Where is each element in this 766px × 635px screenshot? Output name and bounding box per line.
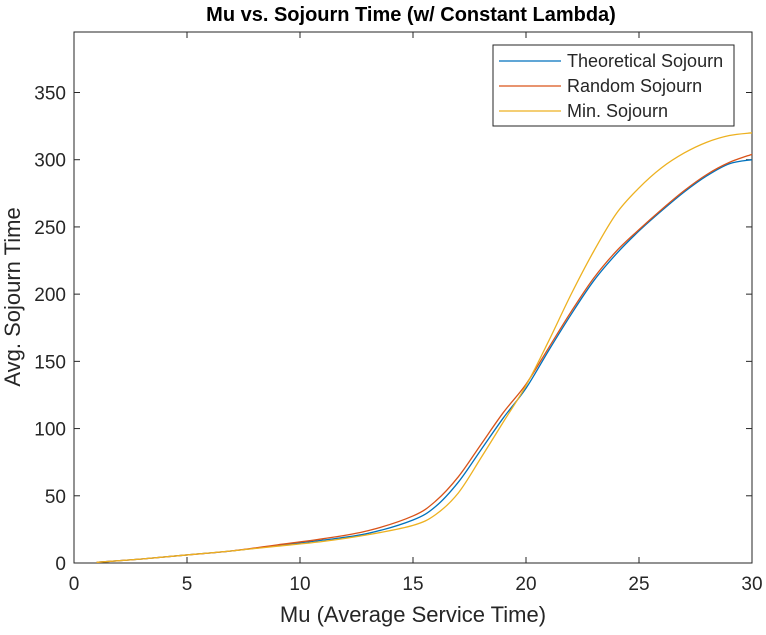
- y-tick-label: 150: [34, 352, 66, 373]
- y-tick-label: 100: [34, 420, 66, 441]
- y-tick-label: 200: [34, 285, 66, 306]
- x-axis: 0 5 10 15 20 25 30: [69, 32, 763, 595]
- y-tick-label: 250: [34, 218, 66, 239]
- legend-label-1: Random Sojourn: [567, 76, 702, 96]
- series-lines: [96, 132, 753, 563]
- x-tick-label: 25: [628, 574, 649, 595]
- x-tick-label: 5: [182, 574, 193, 595]
- legend-label-2: Min. Sojourn: [567, 101, 668, 121]
- y-tick-label: 0: [55, 554, 66, 575]
- x-axis-label: Mu (Average Service Time): [280, 602, 546, 627]
- y-axis-label: Avg. Sojourn Time: [0, 207, 25, 386]
- x-tick-label: 15: [402, 574, 423, 595]
- y-axis: 0 50 100 150 200 250 300 350: [34, 83, 752, 575]
- legend-label-0: Theoretical Sojourn: [567, 51, 723, 71]
- y-tick-label: 50: [45, 487, 66, 508]
- legend: Theoretical Sojourn Random Sojourn Min. So…: [492, 44, 735, 127]
- legend-items: Theoretical Sojourn Random Sojourn Min. So…: [499, 51, 723, 121]
- chart-title: Mu vs. Sojourn Time (w/ Constant Lambda): [206, 4, 616, 26]
- x-tick-label: 30: [741, 574, 762, 595]
- y-tick-label: 350: [34, 83, 66, 104]
- x-tick-label: 0: [69, 574, 80, 595]
- y-tick-label: 300: [34, 151, 66, 172]
- x-tick-label: 20: [515, 574, 536, 595]
- series-line-2: [96, 132, 753, 563]
- x-tick-label: 10: [289, 574, 310, 595]
- series-line-1: [96, 153, 753, 563]
